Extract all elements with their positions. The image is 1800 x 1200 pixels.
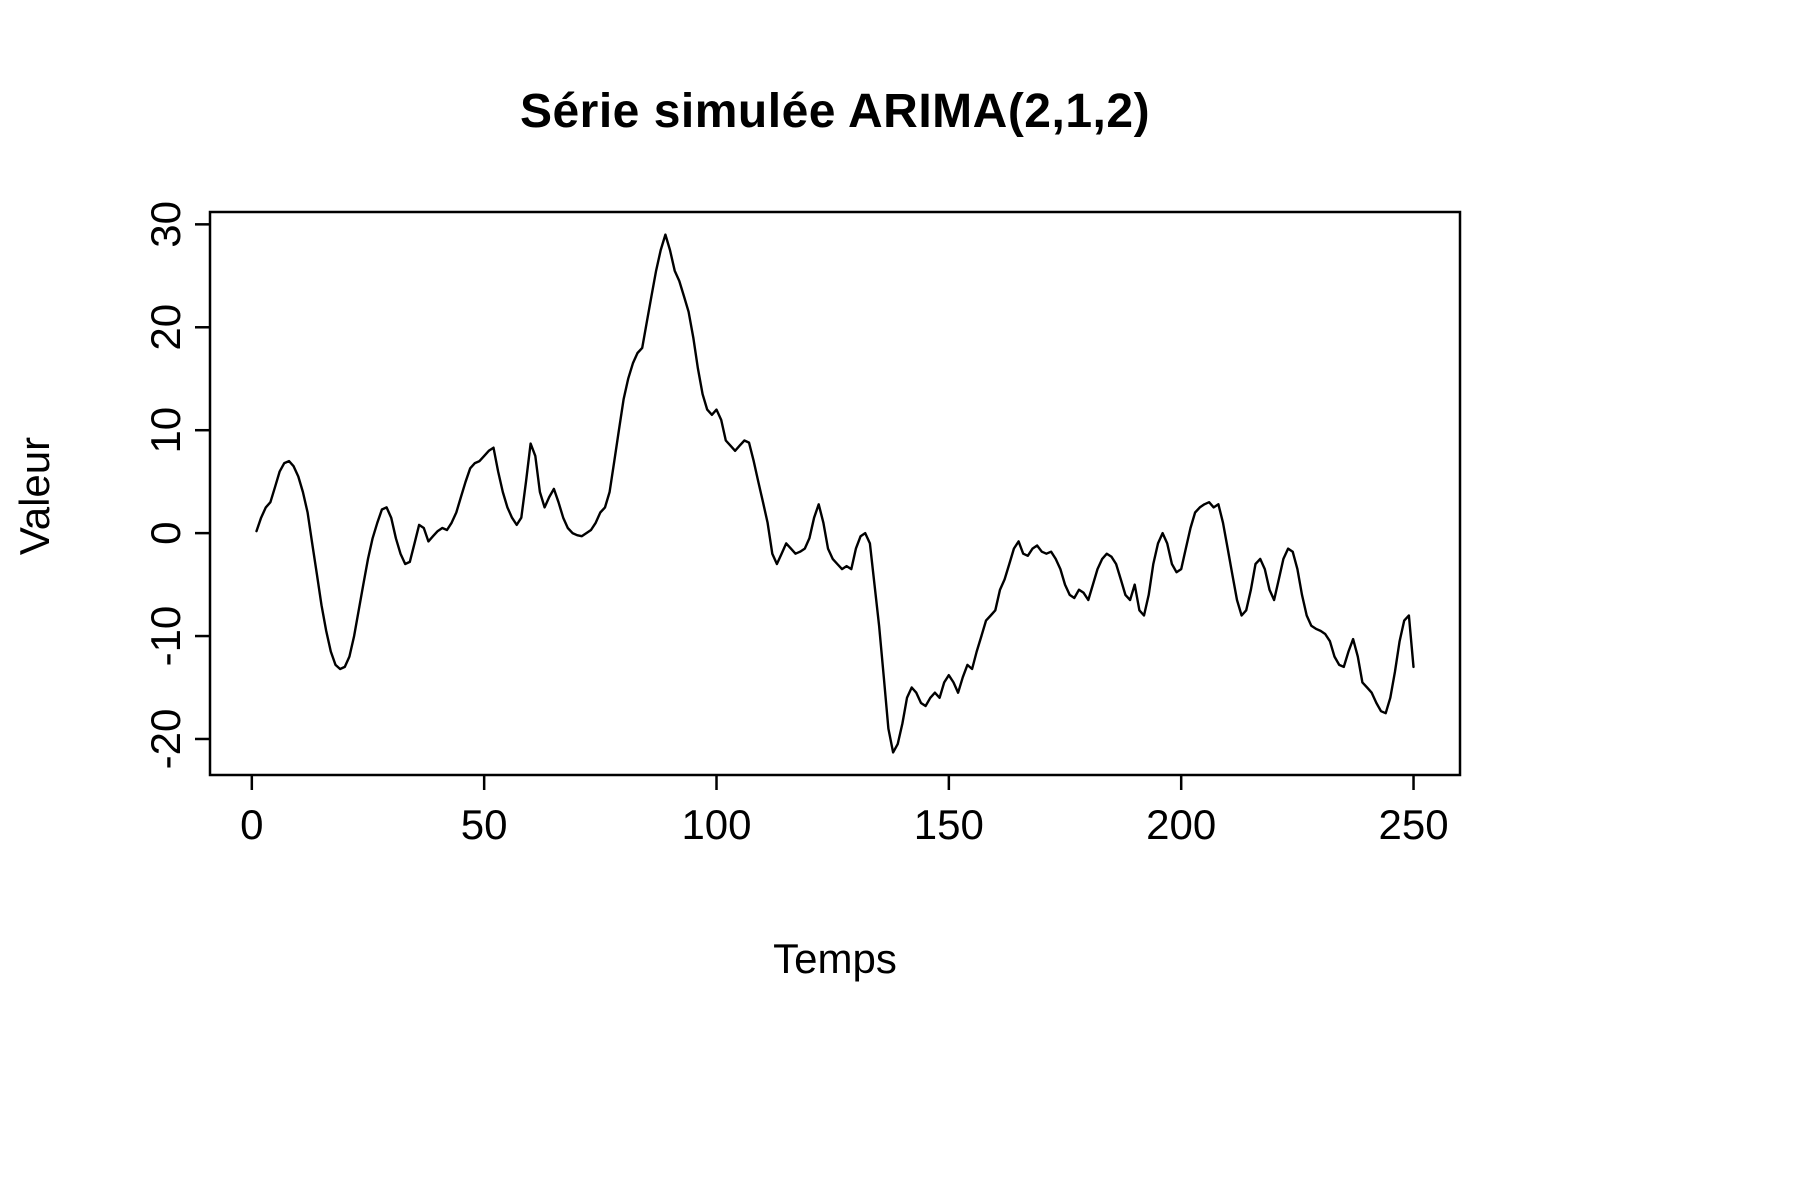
y-tick-label: -10: [142, 606, 189, 667]
series-line: [255, 233, 1415, 754]
y-tick-label: 10: [142, 407, 189, 454]
x-tick-label: 200: [1146, 801, 1216, 848]
y-tick-label: 20: [142, 304, 189, 351]
x-tick-label: 150: [914, 801, 984, 848]
y-axis-label: Valeur: [11, 436, 58, 556]
x-tick-label: 100: [681, 801, 751, 848]
plot-frame: [208, 210, 1462, 777]
y-tick-label: -20: [142, 709, 189, 770]
x-tick-label: 50: [461, 801, 508, 848]
chart-title: Série simulée ARIMA(2,1,2): [519, 85, 1151, 138]
y-tick-label: 30: [142, 201, 189, 248]
plot-svg: 0 50 100 150 200 250 -20 -10 0 10 20 30: [142, 201, 1462, 848]
y-tick-label: 0: [142, 521, 189, 544]
x-axis-label: Temps: [773, 935, 897, 982]
x-tick-label: 250: [1378, 801, 1448, 848]
x-tick-label: 0: [240, 801, 263, 848]
